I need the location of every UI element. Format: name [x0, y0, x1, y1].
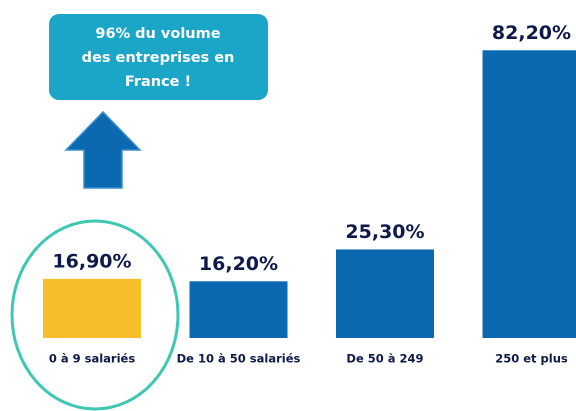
- value-label: 16,90%: [52, 250, 131, 272]
- annotation-line: 96% du volume: [95, 26, 220, 42]
- x-tick-label: 0 à 9 salariés: [49, 352, 135, 366]
- bar: [336, 249, 434, 338]
- bar: [43, 278, 141, 338]
- annotation-line: France !: [125, 74, 191, 90]
- highlight-ellipse: [10, 219, 180, 411]
- annotation-box: [49, 14, 268, 100]
- value-label: 25,30%: [345, 221, 424, 243]
- value-label: 16,20%: [199, 253, 278, 275]
- arrow: [64, 110, 142, 189]
- value-label: 82,20%: [492, 22, 571, 44]
- annotation-line: des entreprises en: [82, 50, 235, 66]
- bar: [482, 50, 576, 339]
- x-tick-label: De 10 à 50 salariés: [177, 352, 301, 366]
- x-tick-label: De 50 à 249: [346, 352, 423, 366]
- bar: [189, 281, 288, 338]
- x-tick-label: 250 et plus: [495, 352, 568, 366]
